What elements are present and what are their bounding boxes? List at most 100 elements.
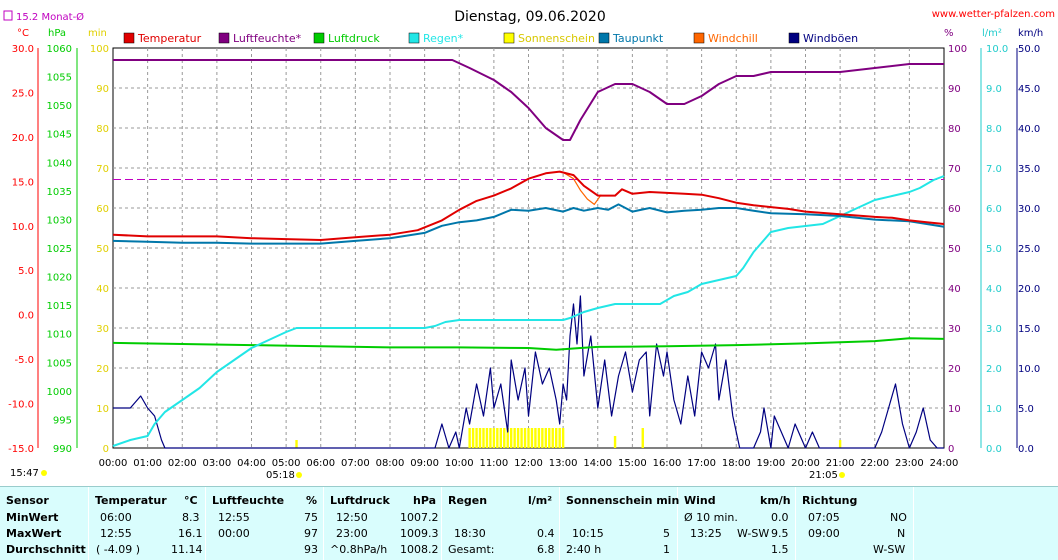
- sunshine-bar: [499, 428, 502, 448]
- y-tick-label-wind: 50.0: [1018, 44, 1040, 55]
- y-tick-label-wind: 30.0: [1018, 204, 1040, 215]
- y-tick-label-minutes: 90: [96, 84, 109, 95]
- x-tick-label: 23:00: [895, 458, 924, 469]
- sunshine-bar: [838, 440, 842, 448]
- wind-avg-val: 1.5: [771, 543, 789, 556]
- y-tick-label-temp: 15.0: [12, 177, 34, 188]
- sunshine-bar: [520, 428, 523, 448]
- row-label-min: MinWert: [6, 511, 59, 524]
- unit-minutes: min: [88, 28, 107, 39]
- x-tick-label: 04:00: [237, 458, 266, 469]
- wind-header: Wind: [684, 494, 716, 507]
- y-tick-label-minutes: 0: [103, 444, 109, 455]
- x-tick-label: 14:00: [583, 458, 612, 469]
- sunshine-bar: [561, 428, 565, 448]
- stats-table: Sensor MinWert MaxWert Durchschnitt Temp…: [0, 486, 1058, 560]
- legend-swatch: [598, 32, 610, 44]
- col-sep: [205, 487, 324, 560]
- wind-min-val: 0.0: [771, 511, 789, 524]
- sunshine-bar: [544, 428, 548, 448]
- dir-avg-val: W-SW: [873, 543, 906, 556]
- x-tick-label: 13:00: [549, 458, 578, 469]
- temp-max-time: 12:55: [100, 527, 132, 540]
- x-tick-label: 24:00: [930, 458, 959, 469]
- y-tick-label-percent: 40: [948, 284, 961, 295]
- weather-chart: Dienstag, 09.06.2020 www.wetter-pfalzen.…: [3, 9, 1055, 481]
- unit-wind: km/h: [1018, 28, 1043, 39]
- series-line-luftdruck: [112, 337, 945, 351]
- sunshine-bar: [492, 428, 496, 448]
- y-tick-label-pressure: 1015: [47, 301, 72, 312]
- temp-min-time: 06:00: [100, 511, 132, 524]
- x-tick-label: 17:00: [687, 458, 716, 469]
- legend-swatch: [503, 32, 515, 44]
- sunshine-bar: [475, 428, 478, 448]
- sun-avg-time: 2:40 h: [566, 543, 602, 556]
- sunshine-bar: [468, 428, 471, 448]
- y-tick-label-minutes: 70: [96, 164, 109, 175]
- dir-max-val: N: [897, 527, 906, 540]
- hum-max-time: 00:00: [218, 527, 250, 540]
- y-tick-label-rain: 8.0: [986, 124, 1002, 135]
- y-tick-label-rain: 0.0: [986, 444, 1002, 455]
- sun-icon-left: [41, 470, 47, 476]
- y-tick-label-pressure: 995: [53, 415, 72, 426]
- y-tick-label-minutes: 40: [96, 284, 109, 295]
- hum-avg-val: 93: [304, 543, 318, 556]
- rain-unit: l/m²: [528, 494, 553, 507]
- legend-label: Temperatur: [137, 32, 202, 45]
- row-label-avg: Durchschnitt: [6, 543, 86, 556]
- sunshine-bar: [534, 428, 537, 448]
- wind-unit: km/h: [760, 494, 791, 507]
- sun-max-val: 5: [663, 527, 670, 540]
- sunshine-bar: [641, 428, 644, 448]
- sunshine-bar: [295, 440, 298, 448]
- y-tick-label-rain: 5.0: [986, 244, 1002, 255]
- y-tick-label-minutes: 80: [96, 124, 109, 135]
- x-tick-label: 10:00: [445, 458, 474, 469]
- y-tick-label-temp: 0.0: [18, 311, 34, 322]
- wind-min-time: Ø 10 min.: [684, 511, 738, 524]
- y-tick-label-percent: 90: [948, 84, 961, 95]
- rain-avg-time: Gesamt:: [448, 543, 495, 556]
- x-tick-label: 02:00: [168, 458, 197, 469]
- hum-unit: %: [306, 494, 318, 507]
- x-tick-label: 05:00: [272, 458, 301, 469]
- press-avg-val: 1008.2: [400, 543, 439, 556]
- y-tick-label-pressure: 1025: [47, 244, 72, 255]
- hum-min-time: 12:55: [218, 511, 250, 524]
- sunshine-bar: [509, 428, 513, 448]
- y-tick-label-temp: 5.0: [18, 266, 34, 277]
- unit-percent: %: [944, 28, 954, 39]
- unit-pressure: hPa: [48, 28, 66, 39]
- x-tick-label: 22:00: [860, 458, 889, 469]
- sunset-icon: [839, 472, 845, 478]
- rain-avg-val: 6.8: [537, 543, 555, 556]
- x-tick-label: 16:00: [653, 458, 682, 469]
- legend-label: Taupunkt: [612, 32, 664, 45]
- x-tick-label: 01:00: [133, 458, 162, 469]
- site-link[interactable]: www.wetter-pfalzen.com: [932, 9, 1055, 20]
- grid: [113, 48, 944, 448]
- y-tick-label-pressure: 1035: [47, 187, 72, 198]
- y-tick-label-percent: 100: [948, 44, 967, 55]
- col-sep: [88, 487, 206, 560]
- series-line-luftfeuchte: [113, 59, 944, 141]
- legend-swatch: [788, 32, 800, 44]
- legend: Temperatur Luftfeuchte* Luftdruck Regen* Son…: [123, 32, 858, 45]
- y-tick-label-pressure: 990: [53, 444, 72, 455]
- x-tick-label: 00:00: [99, 458, 128, 469]
- y-tick-label-percent: 20: [948, 364, 961, 375]
- legend-swatch: [313, 32, 325, 44]
- y-tick-label-percent: 70: [948, 164, 961, 175]
- rain-max-val: 0.4: [537, 527, 555, 540]
- sunshine-bar: [503, 428, 506, 448]
- sunshine-bar: [471, 428, 475, 448]
- y-tick-label-minutes: 50: [96, 244, 109, 255]
- sunshine-bar: [613, 436, 617, 448]
- series-line-windchill: [562, 171, 602, 205]
- y-tick-label-wind: 0.0: [1018, 444, 1034, 455]
- temp-avg-time: ( -4.09 ): [96, 543, 141, 556]
- temp-header: Temperatur: [95, 494, 167, 507]
- y-tick-label-temp: 10.0: [12, 222, 34, 233]
